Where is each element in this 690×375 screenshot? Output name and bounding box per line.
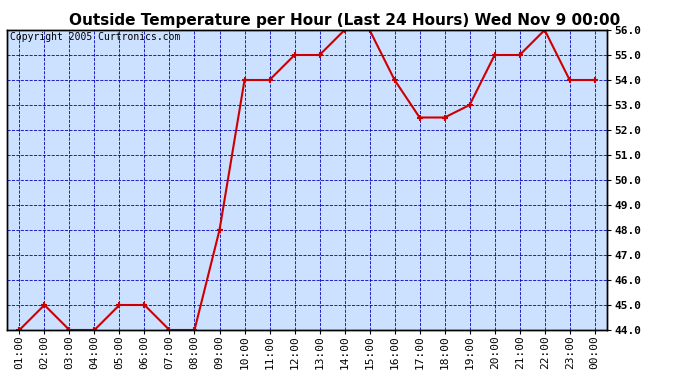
Text: Outside Temperature per Hour (Last 24 Hours) Wed Nov 9 00:00: Outside Temperature per Hour (Last 24 Ho… [70, 13, 620, 28]
Text: Copyright 2005 Curtronics.com: Copyright 2005 Curtronics.com [10, 32, 180, 42]
